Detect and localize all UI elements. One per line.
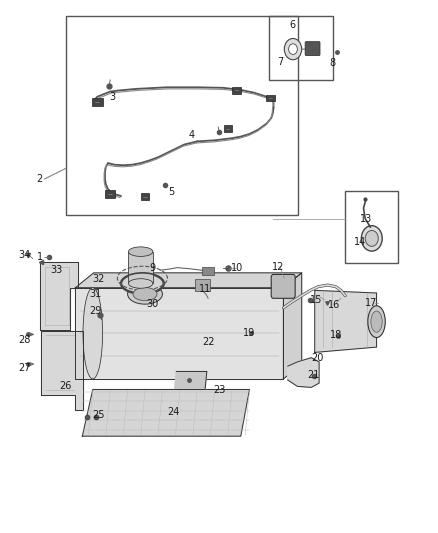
Bar [105,190,116,198]
Text: 21: 21 [307,370,320,380]
Text: 30: 30 [147,298,159,309]
Bar [232,87,240,94]
Text: 4: 4 [189,130,195,140]
Text: 32: 32 [92,274,104,284]
Text: 5: 5 [168,187,174,197]
Text: 1: 1 [37,252,43,262]
Polygon shape [41,331,83,410]
Ellipse shape [365,230,378,246]
Bar [128,252,153,284]
Polygon shape [315,290,377,352]
Text: 18: 18 [330,330,343,341]
Text: 23: 23 [213,384,225,394]
Text: 33: 33 [50,265,62,274]
Text: 25: 25 [92,410,104,420]
Text: 20: 20 [311,353,324,362]
FancyArrowPatch shape [30,333,33,336]
Text: 29: 29 [89,306,102,316]
Text: 19: 19 [244,328,256,338]
Text: 27: 27 [18,364,30,373]
Text: 34: 34 [18,250,30,260]
Polygon shape [283,273,302,379]
Text: 26: 26 [60,381,72,391]
Text: 9: 9 [150,263,156,272]
Text: 11: 11 [199,284,211,294]
Ellipse shape [127,284,162,304]
Polygon shape [75,273,302,288]
Bar [266,95,275,101]
Text: 17: 17 [365,297,378,308]
Polygon shape [82,390,250,436]
Bar [201,266,214,275]
Bar [66,16,298,215]
Ellipse shape [371,311,382,332]
Text: 7: 7 [277,58,283,67]
Text: 8: 8 [329,59,335,68]
Bar [223,125,232,132]
Ellipse shape [128,247,153,256]
Text: 2: 2 [36,174,43,184]
FancyBboxPatch shape [305,42,320,55]
Bar [195,279,210,291]
Ellipse shape [133,287,157,301]
Text: 6: 6 [289,20,295,30]
Polygon shape [288,358,319,387]
FancyArrowPatch shape [302,47,311,51]
Bar [345,191,398,263]
Text: 12: 12 [272,262,284,271]
Ellipse shape [128,279,153,288]
Text: 22: 22 [202,337,215,348]
Text: 13: 13 [360,214,372,224]
Text: 3: 3 [110,92,116,102]
Text: 28: 28 [18,335,30,345]
Ellipse shape [122,274,163,293]
Bar [268,16,333,80]
Text: 16: 16 [328,300,340,310]
Text: 24: 24 [168,407,180,417]
Polygon shape [175,372,207,390]
Text: 10: 10 [231,263,244,273]
Ellipse shape [284,38,302,60]
Bar [92,98,102,107]
Text: 15: 15 [310,295,323,305]
FancyBboxPatch shape [271,274,295,298]
Ellipse shape [361,225,382,251]
Polygon shape [40,262,78,330]
Ellipse shape [83,288,102,379]
Polygon shape [75,288,283,379]
Text: 31: 31 [89,289,102,299]
Bar [141,193,149,200]
FancyArrowPatch shape [30,362,33,366]
Ellipse shape [368,306,385,337]
Text: 14: 14 [354,237,366,247]
Ellipse shape [289,44,297,54]
